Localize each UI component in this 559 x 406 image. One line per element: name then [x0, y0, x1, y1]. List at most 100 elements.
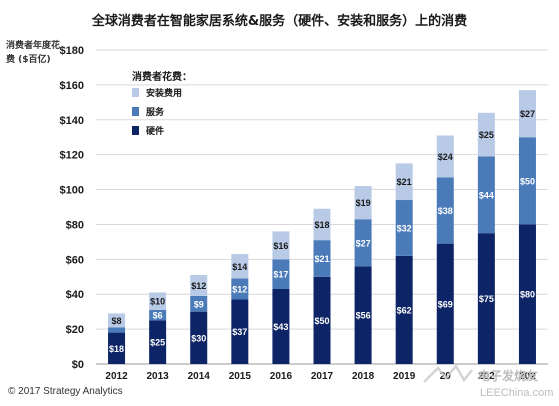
bar-data-label: $50 — [520, 176, 535, 186]
x-tick-label: 2012 — [105, 371, 128, 382]
bar-segment — [231, 254, 249, 279]
bar-data-label: $44 — [479, 190, 494, 200]
bar-data-label: $10 — [150, 297, 165, 307]
bar-data-label: $27 — [520, 109, 535, 119]
bar-data-label: $18 — [314, 220, 329, 230]
x-tick-label: 2019 — [393, 371, 416, 382]
bar-segment — [477, 112, 495, 157]
x-tick-labels: 2012 2013 2014 2015 2016 2017 2018 2019 20 202 202 — [105, 371, 536, 382]
bar-segment — [108, 313, 126, 328]
bar-segment — [395, 200, 413, 256]
bar-data-label: $80 — [520, 290, 535, 300]
legend-title: 消费者花费： — [132, 70, 192, 83]
x-tick-label: 202 — [478, 371, 495, 382]
bar-segment — [313, 276, 331, 364]
bar-data-label: $21 — [314, 254, 329, 264]
legend-swatch — [132, 126, 139, 135]
y-tick-label: $60 — [66, 254, 84, 266]
bar-segment — [149, 320, 167, 364]
bar-segment — [190, 275, 208, 296]
bar-segment — [395, 255, 413, 364]
bar-data-label: $43 — [273, 322, 288, 332]
bar-data-label: $21 — [397, 177, 412, 187]
y-axis-label: 消费者年度花费 ($百亿) — [6, 41, 61, 65]
x-tick-label: 2017 — [311, 371, 334, 382]
x-tick-label: 2016 — [270, 371, 293, 382]
bar-segment — [190, 311, 208, 364]
legend-label: 安装费用 — [146, 87, 182, 98]
bar-segment — [477, 233, 495, 364]
bar-segment — [354, 219, 372, 267]
bar-segment — [477, 156, 495, 234]
bar-segment — [108, 327, 126, 333]
svg-text:LEEChina.com: LEEChina.com — [480, 387, 553, 399]
bars: $18 $8 $25 $6 $10 $30 $9 $12 $37 $12 $14 $43 $17 $16 $… — [108, 90, 536, 364]
bar-segment — [354, 266, 372, 364]
bar-segment — [231, 299, 249, 364]
bar-data-label: $24 — [438, 152, 453, 162]
bar-data-label: $12 — [232, 284, 247, 294]
bar-data-label: $9 — [194, 299, 204, 309]
y-tick-label: $180 — [60, 45, 84, 57]
y-tick-labels: $0 $20 $40 $60 $80 $100 $120 $140 $160 $180 — [60, 45, 84, 371]
bar-data-label: $27 — [356, 238, 371, 248]
bar-data-label: $8 — [112, 316, 122, 326]
bar-data-label: $19 — [356, 198, 371, 208]
bar-segment — [313, 208, 331, 241]
bar-segment — [436, 243, 454, 364]
bar-segment — [518, 224, 536, 364]
bar-segment — [272, 288, 290, 364]
bar-segment — [108, 332, 126, 364]
bar-data-label: $38 — [438, 206, 453, 216]
bar-segment — [272, 231, 290, 260]
y-tick-label: $40 — [66, 289, 84, 301]
bar-data-label: $6 — [153, 311, 163, 321]
bar-segment — [190, 295, 208, 312]
bar-data-label: $32 — [397, 223, 412, 233]
legend-label: 硬件 — [146, 125, 164, 136]
bar-data-label: $37 — [232, 327, 247, 337]
y-tick-label: $80 — [66, 219, 84, 231]
x-tick-label: 2015 — [229, 371, 252, 382]
y-tick-label: $120 — [60, 150, 84, 162]
x-tick-label: 202 — [519, 371, 536, 382]
bar-data-label: $75 — [479, 294, 494, 304]
svg-text:电子发烧友: 电子发烧友 — [478, 368, 538, 383]
bar-segment — [272, 259, 290, 289]
bar-data-label: $12 — [191, 281, 206, 291]
bar-segment — [518, 90, 536, 138]
chart-title: 全球消费者在智能家居系统&服务（硬件、安装和服务）上的消费 — [91, 14, 468, 29]
bar-segment — [149, 292, 167, 310]
y-tick-label: $100 — [60, 185, 84, 197]
bar-segment — [395, 163, 413, 201]
bar-data-label: $56 — [356, 311, 371, 321]
y-tick-label: $140 — [60, 115, 84, 127]
bar-data-label: $25 — [479, 130, 494, 140]
bar-data-label: $62 — [397, 305, 412, 315]
bar-data-label: $50 — [314, 316, 329, 326]
x-tick-label: 2018 — [352, 371, 375, 382]
y-tick-label: $160 — [60, 80, 84, 92]
bar-data-label: $16 — [273, 241, 288, 251]
grid-lines — [96, 49, 548, 365]
x-tick-label: 2013 — [147, 371, 170, 382]
bar-data-label: $18 — [109, 344, 124, 354]
bar-data-label: $30 — [191, 333, 206, 343]
bar-segment — [518, 137, 536, 225]
x-tick-label: 2014 — [188, 371, 211, 382]
bar-segment — [436, 135, 454, 178]
bar-segment — [149, 309, 167, 321]
bar-segment — [436, 177, 454, 244]
bar-segment — [231, 278, 249, 300]
bar-data-label: $17 — [273, 270, 288, 280]
legend-label: 服务 — [146, 106, 165, 117]
bar-data-label: $69 — [438, 299, 453, 309]
bar-data-label: $14 — [232, 262, 247, 272]
y-tick-label: $0 — [72, 359, 84, 371]
y-tick-label: $20 — [66, 324, 84, 336]
copyright-text: © 2017 Strategy Analytics — [8, 386, 123, 397]
watermark-logo: 电子发烧友 LEEChina.com — [423, 363, 553, 399]
legend-swatch — [132, 107, 139, 116]
